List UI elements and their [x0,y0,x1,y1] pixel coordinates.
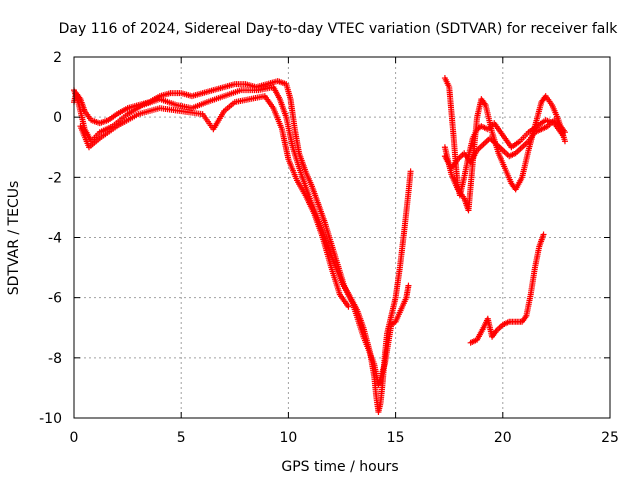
data-series-group [71,75,568,415]
data-point [405,282,412,289]
y-tick-label: -8 [48,351,62,367]
y-tick-label: -6 [48,291,62,307]
x-tick-label: 10 [279,430,297,446]
y-tick-label: -2 [48,170,62,186]
y-tick-label: 0 [53,110,62,126]
chart-title: Day 116 of 2024, Sidereal Day-to-day VTE… [59,21,619,37]
y-tick-label: -4 [48,231,62,247]
x-axis-title: GPS time / hours [281,459,398,475]
x-tick-label: 15 [387,430,405,446]
x-tick-label: 5 [177,430,186,446]
data-point [345,303,352,310]
data-point [561,138,568,145]
data-point [561,129,568,136]
x-tick-label: 0 [70,430,79,446]
axis-ticks: 0 5 10 15 20 25 -10 -8 -6 -4 -2 0 2 [39,50,619,446]
data-point [407,168,414,175]
y-tick-label: 2 [53,50,62,66]
x-tick-label: 20 [494,430,512,446]
data-point [540,231,547,238]
y-axis-title: SDTVAR / TECUs [6,181,22,296]
x-tick-label: 25 [601,430,619,446]
y-tick-label: -10 [39,411,62,427]
